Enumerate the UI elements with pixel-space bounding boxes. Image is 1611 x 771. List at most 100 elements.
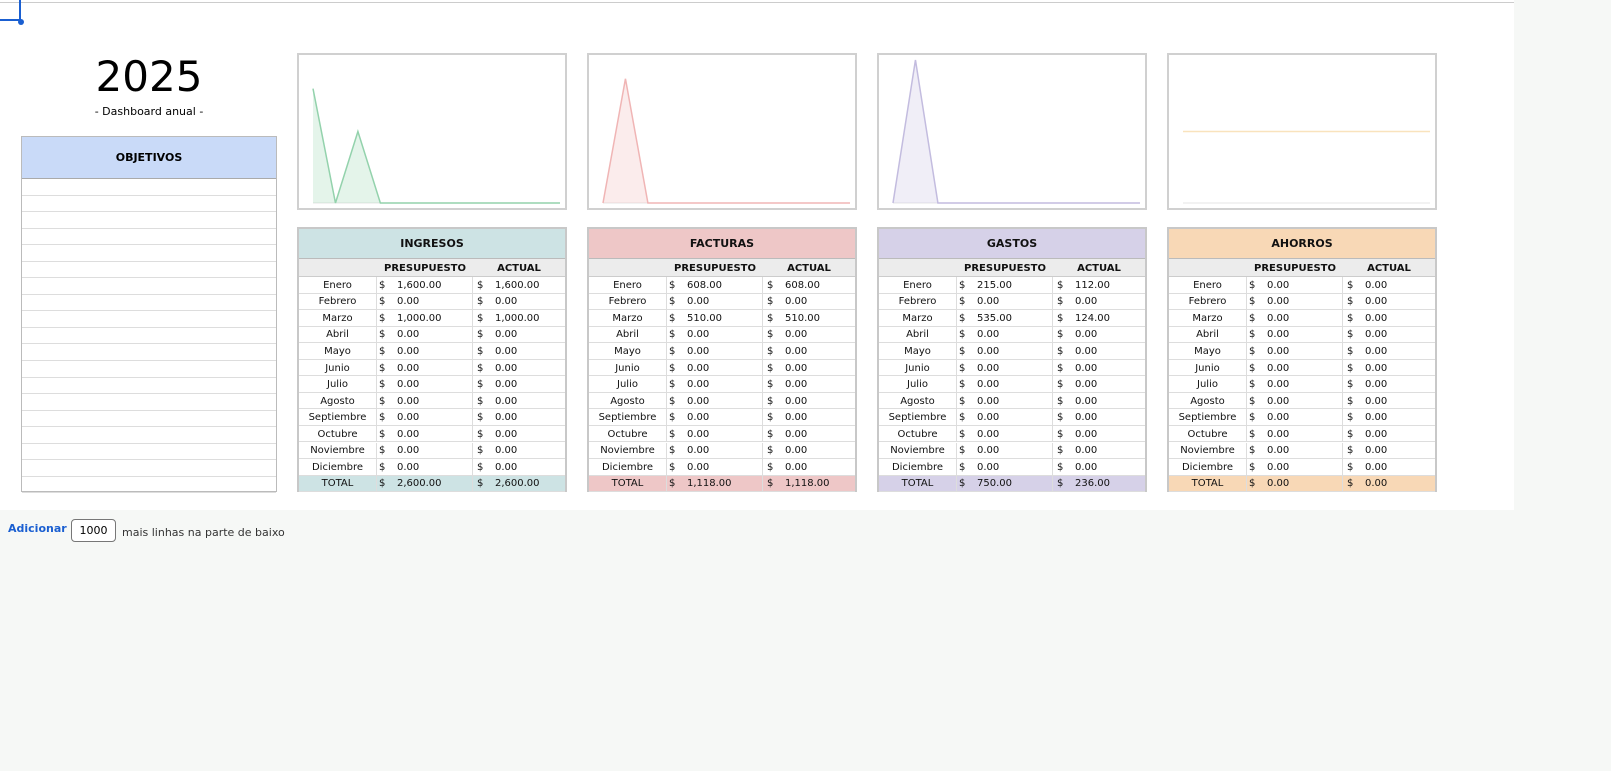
month-label: Febrero <box>318 296 357 308</box>
data-row <box>1169 443 1435 460</box>
actual-value: 0.00 <box>785 379 808 391</box>
divider <box>376 409 377 426</box>
currency: $ <box>1347 279 1354 291</box>
currency: $ <box>1249 395 1256 407</box>
budget-value: 510.00 <box>687 312 722 324</box>
divider <box>956 310 957 327</box>
divider <box>1246 409 1247 426</box>
divider <box>1246 359 1247 377</box>
chart-line <box>312 88 560 204</box>
add-rows-button[interactable]: Adicionar <box>8 522 67 535</box>
actual-value: 0.00 <box>785 329 808 341</box>
actual-value: 0.00 <box>1365 478 1388 490</box>
actual-value: 0.00 <box>1365 412 1388 424</box>
currency: $ <box>959 362 966 374</box>
divider <box>376 293 377 311</box>
month-label: Marzo <box>322 312 353 324</box>
currency: $ <box>379 395 386 407</box>
objective-row <box>22 460 276 477</box>
divider <box>1342 392 1343 410</box>
cell-selection <box>0 0 21 21</box>
divider <box>666 310 667 327</box>
actual-value: 0.00 <box>1075 329 1098 341</box>
budget-value: 535.00 <box>977 312 1012 324</box>
chart-line <box>602 78 850 204</box>
month-label: Abril <box>326 329 349 341</box>
actual-value: 0.00 <box>1365 461 1388 473</box>
currency: $ <box>1347 412 1354 424</box>
table-title: INGRESOS <box>299 229 565 259</box>
currency: $ <box>1057 296 1064 308</box>
chart-box <box>1167 53 1437 210</box>
currency: $ <box>767 362 774 374</box>
data-row <box>589 343 855 360</box>
actual-value: 0.00 <box>1075 428 1098 440</box>
divider <box>376 459 377 476</box>
divider <box>376 277 377 294</box>
budget-value: 0.00 <box>397 412 420 424</box>
currency: $ <box>1057 362 1064 374</box>
actual-value: 0.00 <box>495 329 518 341</box>
currency: $ <box>379 345 386 357</box>
data-row <box>299 343 565 360</box>
month-label: Mayo <box>614 345 641 357</box>
data-row <box>1169 327 1435 344</box>
year: 2025 <box>95 52 203 101</box>
currency: $ <box>477 379 484 391</box>
month-label: Agosto <box>320 395 355 407</box>
data-row <box>299 360 565 377</box>
objectives-title: OBJETIVOS <box>22 137 276 179</box>
month-label: Julio <box>907 379 928 391</box>
divider <box>472 310 473 327</box>
divider <box>1342 277 1343 294</box>
divider <box>1342 425 1343 443</box>
table: FACTURAS PRESUPUESTO ACTUAL Enero $608.00 $60… <box>587 227 857 493</box>
objective-row <box>22 444 276 461</box>
actual-value: 0.00 <box>785 428 808 440</box>
divider <box>666 442 667 460</box>
divider <box>1342 376 1343 393</box>
divider <box>1246 310 1247 327</box>
divider <box>376 359 377 377</box>
currency: $ <box>959 312 966 324</box>
budget-value: 0.00 <box>397 461 420 473</box>
budget-value: 1,000.00 <box>397 312 442 324</box>
actual-value: 124.00 <box>1075 312 1110 324</box>
chart-area <box>313 88 560 203</box>
currency: $ <box>1057 279 1064 291</box>
currency: $ <box>1057 445 1064 457</box>
table-title: AHORROS <box>1169 229 1435 259</box>
currency: $ <box>379 461 386 473</box>
data-row <box>1169 310 1435 327</box>
budget-value: 0.00 <box>397 362 420 374</box>
actual-value: 0.00 <box>785 362 808 374</box>
divider <box>762 277 763 294</box>
rows-count-input[interactable]: 1000 <box>71 519 116 542</box>
divider <box>1246 442 1247 460</box>
currency: $ <box>1057 412 1064 424</box>
currency: $ <box>1057 478 1064 490</box>
divider <box>472 376 473 393</box>
budget-value: 0.00 <box>1267 461 1290 473</box>
currency: $ <box>959 279 966 291</box>
actual-value: 0.00 <box>495 362 518 374</box>
currency: $ <box>477 345 484 357</box>
month-label: Julio <box>617 379 638 391</box>
month-label: Septiembre <box>1178 412 1237 424</box>
currency: $ <box>1249 379 1256 391</box>
objective-row <box>22 427 276 444</box>
currency: $ <box>379 478 386 490</box>
currency: $ <box>1249 428 1256 440</box>
divider <box>762 376 763 393</box>
currency: $ <box>767 412 774 424</box>
data-row <box>589 327 855 344</box>
column-header: ACTUAL <box>1367 262 1411 274</box>
divider <box>1052 293 1053 311</box>
column-header-row <box>879 259 1145 277</box>
divider <box>666 392 667 410</box>
divider <box>956 376 957 393</box>
data-row <box>589 310 855 327</box>
month-label: Marzo <box>612 312 643 324</box>
budget-value: 0.00 <box>1267 478 1290 490</box>
data-row <box>589 426 855 443</box>
